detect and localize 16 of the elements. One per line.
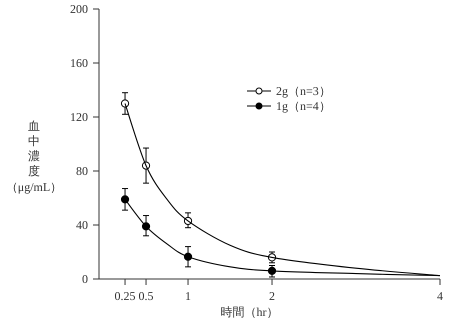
legend-label: 1g（n=4） bbox=[276, 99, 331, 113]
x-axis-title: 時間（hr） bbox=[220, 305, 278, 319]
legend-label: 2g（n=3） bbox=[276, 84, 331, 98]
y-tick-label: 40 bbox=[76, 218, 88, 232]
x-tick-label: 0.25 bbox=[114, 289, 136, 303]
y-tick-label: 80 bbox=[76, 164, 88, 178]
x-tick-label: 0.5 bbox=[138, 289, 154, 303]
y-tick-label: 0 bbox=[82, 272, 88, 286]
y-tick-label: 120 bbox=[70, 110, 88, 124]
y-axis-title: 血中濃度（μg/mL） bbox=[6, 119, 62, 194]
x-tick-label: 2 bbox=[269, 289, 276, 303]
y-tick-label: 160 bbox=[70, 56, 88, 70]
y-tick-label: 200 bbox=[70, 2, 88, 16]
point bbox=[120, 195, 130, 204]
x-tick-label: 1 bbox=[185, 289, 192, 303]
x-tick-label: 4 bbox=[437, 289, 443, 303]
